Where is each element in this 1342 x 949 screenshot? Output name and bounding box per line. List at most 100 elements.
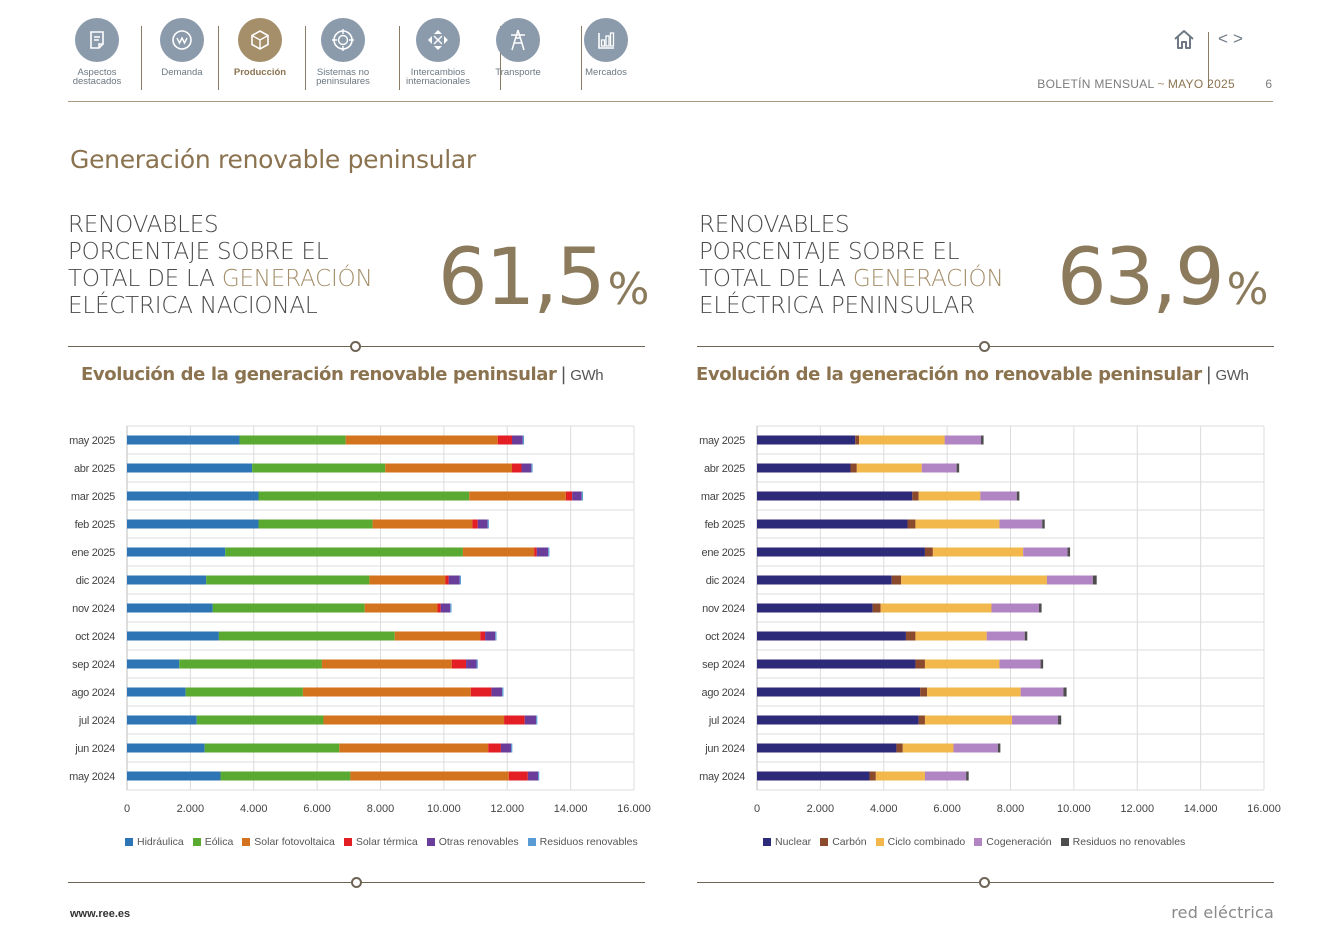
chart-no-renovable: 0 2.000 4.000 6.000 8.000 10.000 12.000 14.000 1… (699, 425, 1281, 815)
nav-transporte[interactable]: Transporte (488, 14, 548, 94)
y-category-label: jun 2024 (74, 743, 115, 755)
nav-label: Demanda (161, 67, 203, 78)
x-tick-label: 10.000 (1057, 803, 1091, 815)
y-category-label: mar 2025 (71, 491, 115, 503)
bar-segment (1063, 687, 1067, 697)
kpi-line: RENOVABLES (68, 212, 219, 238)
nav-aspectos-destacados[interactable]: Aspectos destacados (68, 14, 126, 94)
bar-segment (323, 715, 505, 725)
bar-segment (905, 631, 916, 641)
bar-segment (477, 519, 488, 529)
arrows-icon (416, 18, 460, 62)
bar-segment (220, 771, 351, 781)
y-category-label: abr 2025 (74, 463, 115, 475)
y-category-label: nov 2024 (702, 603, 745, 615)
bar-segment (127, 491, 259, 501)
kpi-text: TOTAL DE LA (699, 266, 853, 292)
next-page-button[interactable]: > (1232, 29, 1248, 48)
kpi-renovables-peninsular: RENOVABLES PORCENTAJE SOBRE EL TOTAL DE … (699, 212, 1279, 332)
x-tick-label: 4.000 (240, 803, 268, 815)
bar-segment (364, 603, 438, 613)
bar-segment (932, 547, 1024, 557)
nav-sistemas-no-peninsulares[interactable]: Sistemas no peninsulares (312, 14, 374, 94)
chart-title-renovable: Evolución de la generación renovable pen… (81, 364, 604, 385)
bar-segment (986, 631, 1025, 641)
bar-segment (1023, 547, 1068, 557)
divider-ornament (979, 877, 990, 888)
prev-page-button[interactable]: < (1218, 29, 1233, 48)
y-category-label: may 2024 (699, 771, 745, 783)
y-category-label: ago 2024 (702, 687, 746, 699)
nav-divider (581, 26, 582, 90)
bar-segment (915, 631, 987, 641)
nav-divider (218, 26, 219, 90)
x-tick-label: 16.000 (617, 803, 651, 815)
legend-label: Eólica (204, 836, 234, 848)
legend-swatch (763, 838, 771, 846)
bar-segment (912, 491, 919, 501)
bar-segment (127, 547, 226, 557)
bar-segment (185, 687, 303, 697)
legend-label: Solar térmica (355, 836, 418, 848)
y-category-label: oct 2024 (705, 631, 745, 643)
x-tick-label: 10.000 (427, 803, 461, 815)
chart-title-text: Evolución de la generación renovable pen… (81, 364, 557, 385)
bar-segment (127, 435, 240, 445)
nav-produccion[interactable]: Producción (228, 14, 292, 94)
bar-segment (757, 603, 873, 613)
bar-segment (497, 435, 513, 445)
home-icon[interactable] (1172, 28, 1196, 52)
y-category-label: ene 2025 (702, 547, 746, 559)
bar-segment (966, 771, 969, 781)
bar-segment (502, 687, 504, 697)
bar-segment (953, 743, 998, 753)
bar-segment (924, 771, 967, 781)
chart-unit: GWh (570, 367, 604, 384)
footer-url[interactable]: www.ree.es (70, 908, 131, 920)
y-category-label: dic 2024 (706, 575, 745, 587)
bar-segment (487, 519, 489, 529)
bar-segment (218, 631, 395, 641)
bar-segment (258, 519, 373, 529)
bar-segment (459, 575, 461, 585)
bar-segment (127, 519, 259, 529)
bar-segment (1058, 715, 1062, 725)
bar-segment (204, 743, 340, 753)
bar-segment (127, 687, 186, 697)
nav-intercambios-internacionales[interactable]: Intercambios internacionales (402, 14, 474, 94)
kpi-number: 61,5 (438, 233, 606, 323)
bar-segment (485, 631, 496, 641)
bar-segment (875, 771, 925, 781)
bar-segment (127, 603, 213, 613)
x-tick-label: 0 (754, 803, 760, 815)
chart-renovable: 0 2.000 4.000 6.000 8.000 10.000 12.000 14.000 1… (69, 425, 651, 815)
bar-segment (1020, 687, 1064, 697)
bar-segment (1012, 715, 1059, 725)
y-category-label: jul 2024 (78, 715, 115, 727)
page-title: Generación renovable peninsular (70, 145, 476, 174)
legend-item: Ciclo combinado (875, 836, 965, 848)
kpi-text: TOTAL DE LA (68, 266, 222, 292)
bar-segment (1046, 575, 1093, 585)
bar-segment (345, 435, 498, 445)
kpi-text: GENERACIÓN (852, 266, 1004, 292)
x-tick-label: 16.000 (1247, 803, 1281, 815)
kpi-value: 63,9% (1057, 238, 1268, 330)
legend-no-renovable: Nuclear Carbón Ciclo combinado Cogeneración… (763, 836, 1194, 848)
bar-segment (572, 491, 582, 501)
kpi-unit: % (1226, 264, 1269, 315)
bar-chart-icon (584, 18, 628, 62)
header-divider (1208, 32, 1209, 88)
divider-ornament (350, 341, 361, 352)
bar-segment (339, 743, 489, 753)
kpi-line: ELÉCTRICA PENINSULAR (699, 293, 975, 319)
bar-segment (757, 463, 851, 473)
bar-segment (451, 659, 467, 669)
bar-segment (991, 603, 1040, 613)
nav-demanda[interactable]: Demanda (152, 14, 212, 94)
x-tick-label: 4.000 (870, 803, 898, 815)
nav-mercados[interactable]: Mercados (576, 14, 636, 94)
bar-segment (757, 659, 916, 669)
y-category-label: oct 2024 (75, 631, 115, 643)
bar-segment (258, 491, 470, 501)
